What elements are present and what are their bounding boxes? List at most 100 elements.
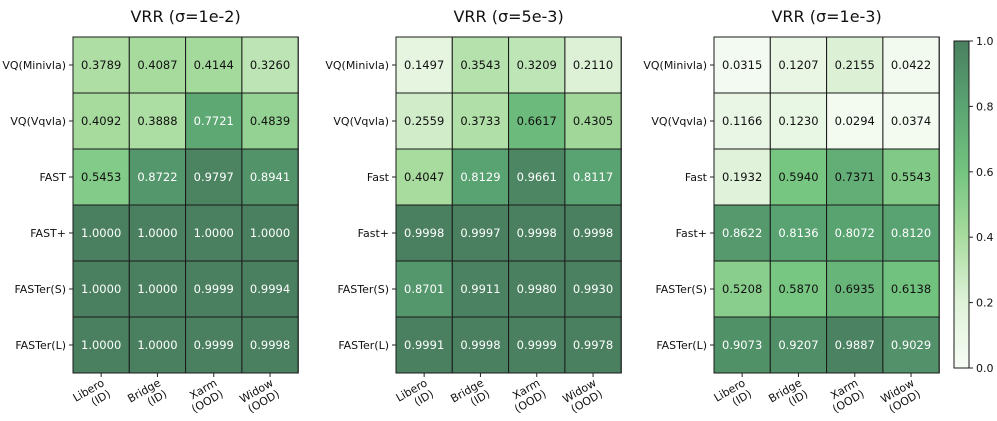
column-label: Bridge(ID) [448, 376, 492, 416]
cell-value-label: 0.9930 [573, 282, 613, 296]
heatmap-cell [564, 316, 622, 374]
heatmap-cell [395, 260, 453, 318]
cell-value-label: 0.9999 [194, 282, 234, 296]
cell-value-label: 0.3260 [250, 58, 290, 72]
heatmap-cell [882, 260, 940, 318]
cell-value-label: 0.6935 [835, 282, 875, 296]
cell-value-label: 0.3209 [517, 58, 557, 72]
heatmap-cell [508, 92, 566, 150]
cell-value-label: 0.1166 [722, 114, 762, 128]
cell-value-label: 0.4087 [137, 58, 177, 72]
row-label: FASTer(S) [337, 283, 389, 296]
cell-value-label: 0.9661 [517, 170, 557, 184]
cell-value-label: 0.9998 [404, 226, 444, 240]
row-label: FASTer(L) [338, 339, 389, 352]
cell-value-label: 0.9997 [460, 226, 500, 240]
cell-value-label: 0.9980 [517, 282, 557, 296]
cell-value-label: 0.6617 [517, 114, 557, 128]
cell-value-label: 0.9994 [250, 282, 290, 296]
heatmap-cell [882, 92, 940, 150]
cell-value-label: 0.9998 [573, 226, 613, 240]
heatmap-cell [451, 204, 510, 262]
heatmap-cell [451, 148, 510, 206]
heatmap-cell [508, 316, 566, 374]
cell-value-label: 0.4092 [81, 114, 121, 128]
heatmap-cell [185, 316, 243, 374]
cell-value-label: 0.9998 [460, 338, 500, 352]
heatmap-cell [564, 260, 622, 318]
cell-value-label: 0.4839 [250, 114, 290, 128]
cell-value-label: 0.1497 [404, 58, 444, 72]
cell-value-label: 0.9998 [517, 226, 557, 240]
heatmap-cell [508, 204, 566, 262]
cell-value-label: 0.8136 [778, 226, 818, 240]
cell-value-label: 0.9991 [404, 338, 444, 352]
row-label: FASTer(L) [15, 339, 66, 352]
heatmap-cell [72, 36, 130, 94]
column-label: Widow(OOD) [879, 376, 923, 416]
cell-value-label: 0.8072 [835, 226, 875, 240]
row-label: VQ(Vqvla) [333, 115, 389, 128]
heatmap-cell [769, 204, 828, 262]
cell-value-label: 0.8941 [250, 170, 290, 184]
cell-value-label: 0.9073 [722, 338, 762, 352]
row-label: FASTer(S) [14, 283, 66, 296]
column-label: Libero(ID) [394, 376, 436, 415]
cell-value-label: 1.0000 [250, 226, 290, 240]
cell-value-label: 0.1230 [778, 114, 818, 128]
column-label: Widow(OOD) [238, 376, 282, 416]
heatmap-cell [241, 260, 299, 318]
row-label: VQ(Minivla) [643, 59, 707, 72]
cell-value-label: 0.8722 [137, 170, 177, 184]
cell-value-label: 0.2559 [404, 114, 444, 128]
cell-value-label: 1.0000 [81, 226, 121, 240]
heatmap-cell [769, 36, 828, 94]
heatmap-cell [882, 316, 940, 374]
cell-value-label: 0.3789 [81, 58, 121, 72]
panel-title-2: VRR (σ=5e-3) [453, 7, 563, 26]
panel-frame [395, 36, 622, 374]
heatmap-cell [241, 204, 299, 262]
cell-value-label: 0.5208 [722, 282, 762, 296]
heatmap-cell [564, 36, 622, 94]
colorbar-tick-label: 0.2 [976, 297, 994, 310]
cell-value-label: 0.5543 [891, 170, 931, 184]
cell-value-label: 0.8117 [573, 170, 613, 184]
row-label: VQ(Minivla) [325, 59, 389, 72]
cell-value-label: 0.2155 [835, 58, 875, 72]
column-label: Xarm(OOD) [506, 376, 549, 415]
heatmap-cell [826, 92, 884, 150]
heatmap-cell [769, 260, 828, 318]
row-label: FASTer(S) [655, 283, 707, 296]
cell-value-label: 0.7721 [194, 114, 234, 128]
heatmap-cell [128, 204, 187, 262]
heatmap-cell [826, 36, 884, 94]
heatmap-cell [713, 204, 771, 262]
heatmap-cell [395, 204, 453, 262]
panel-frame [713, 36, 940, 374]
cell-value-label: 0.5940 [778, 170, 818, 184]
cell-value-label: 0.9887 [835, 338, 875, 352]
row-label: FASTer(L) [656, 339, 707, 352]
cell-value-label: 0.8120 [891, 226, 931, 240]
cell-value-label: 1.0000 [81, 282, 121, 296]
heatmap-cell [713, 92, 771, 150]
heatmap-cell [451, 316, 510, 374]
heatmap-cell [769, 92, 828, 150]
row-label: FAST+ [30, 227, 66, 240]
heatmap-cell [508, 36, 566, 94]
cell-value-label: 0.9999 [517, 338, 557, 352]
heatmap-cell [72, 316, 130, 374]
cell-value-label: 0.4305 [573, 114, 613, 128]
heatmap-cell [185, 260, 243, 318]
cell-value-label: 0.8129 [460, 170, 500, 184]
cell-value-label: 1.0000 [137, 338, 177, 352]
cell-value-label: 0.0422 [891, 58, 931, 72]
heatmap-cell [128, 148, 187, 206]
heatmap-cell [451, 260, 510, 318]
cell-value-label: 0.1932 [722, 170, 762, 184]
cell-value-label: 0.0374 [891, 114, 931, 128]
column-label: Xarm(OOD) [183, 376, 226, 415]
cell-value-label: 0.2110 [573, 58, 613, 72]
